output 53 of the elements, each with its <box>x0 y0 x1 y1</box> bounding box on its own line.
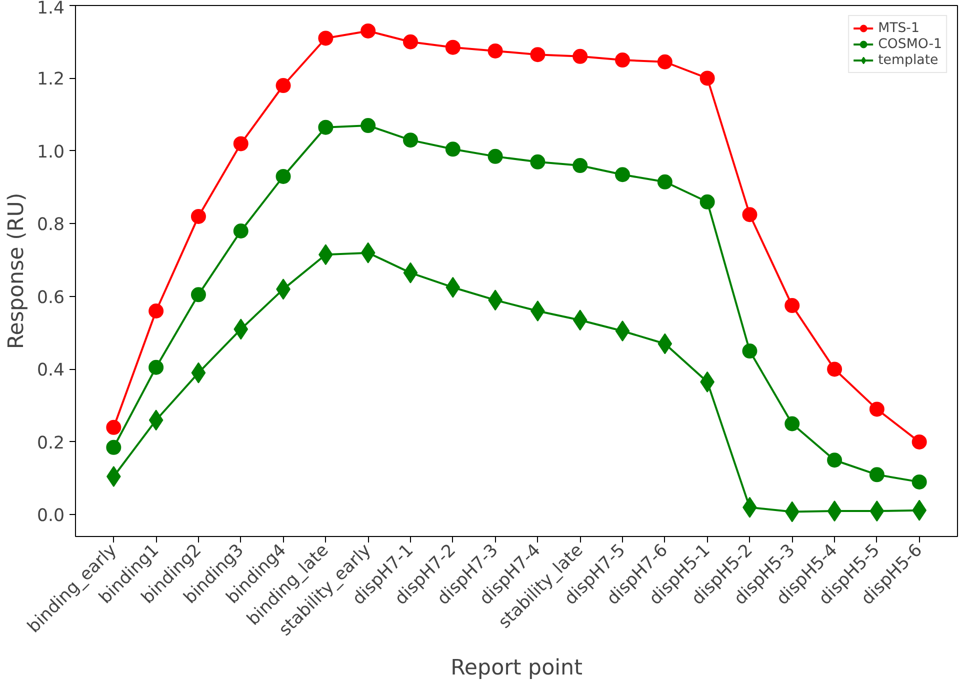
point <box>445 142 460 157</box>
y-tick-label: 0.8 <box>36 215 65 236</box>
y-tick-label: 1.4 <box>36 0 65 18</box>
y-tick-label: 0.0 <box>36 506 65 526</box>
point <box>784 416 800 432</box>
point <box>190 208 206 224</box>
point <box>615 52 630 68</box>
point <box>827 452 842 468</box>
legend-label: MTS-1 <box>878 20 920 36</box>
y-tick-label: 1.2 <box>36 70 65 90</box>
point <box>784 298 800 314</box>
point <box>572 48 588 64</box>
point <box>700 70 715 86</box>
point <box>106 440 122 455</box>
y-tick-label: 1.0 <box>36 142 65 162</box>
point <box>869 402 884 417</box>
point <box>148 360 164 375</box>
point <box>869 467 884 482</box>
y-tick-label: 0.4 <box>36 360 65 381</box>
point <box>190 287 206 302</box>
legend-label: template <box>878 52 938 68</box>
point <box>657 54 672 70</box>
point <box>488 43 503 58</box>
point <box>912 434 927 450</box>
point <box>360 23 376 38</box>
point <box>742 207 758 222</box>
legend-label: COSMO-1 <box>878 36 942 52</box>
y-axis-title: Response (RU) <box>4 192 29 350</box>
x-axis-title: Report point <box>450 655 582 680</box>
point <box>276 168 291 184</box>
point <box>530 47 546 62</box>
point <box>827 362 842 377</box>
point <box>318 120 334 135</box>
point <box>402 34 418 50</box>
point <box>106 420 122 435</box>
point <box>742 344 758 358</box>
point <box>615 167 630 182</box>
y-tick-label: 0.6 <box>36 288 65 308</box>
point <box>488 148 503 164</box>
point <box>360 118 376 134</box>
point <box>572 158 588 174</box>
point <box>233 224 248 238</box>
point <box>445 40 460 55</box>
point <box>318 30 334 46</box>
point <box>233 136 248 152</box>
point <box>402 132 418 148</box>
point <box>912 474 927 490</box>
point <box>700 194 715 210</box>
point <box>530 154 546 170</box>
y-tick-label: 0.2 <box>36 433 65 454</box>
point <box>148 304 164 318</box>
point <box>276 78 291 93</box>
point <box>657 174 672 190</box>
